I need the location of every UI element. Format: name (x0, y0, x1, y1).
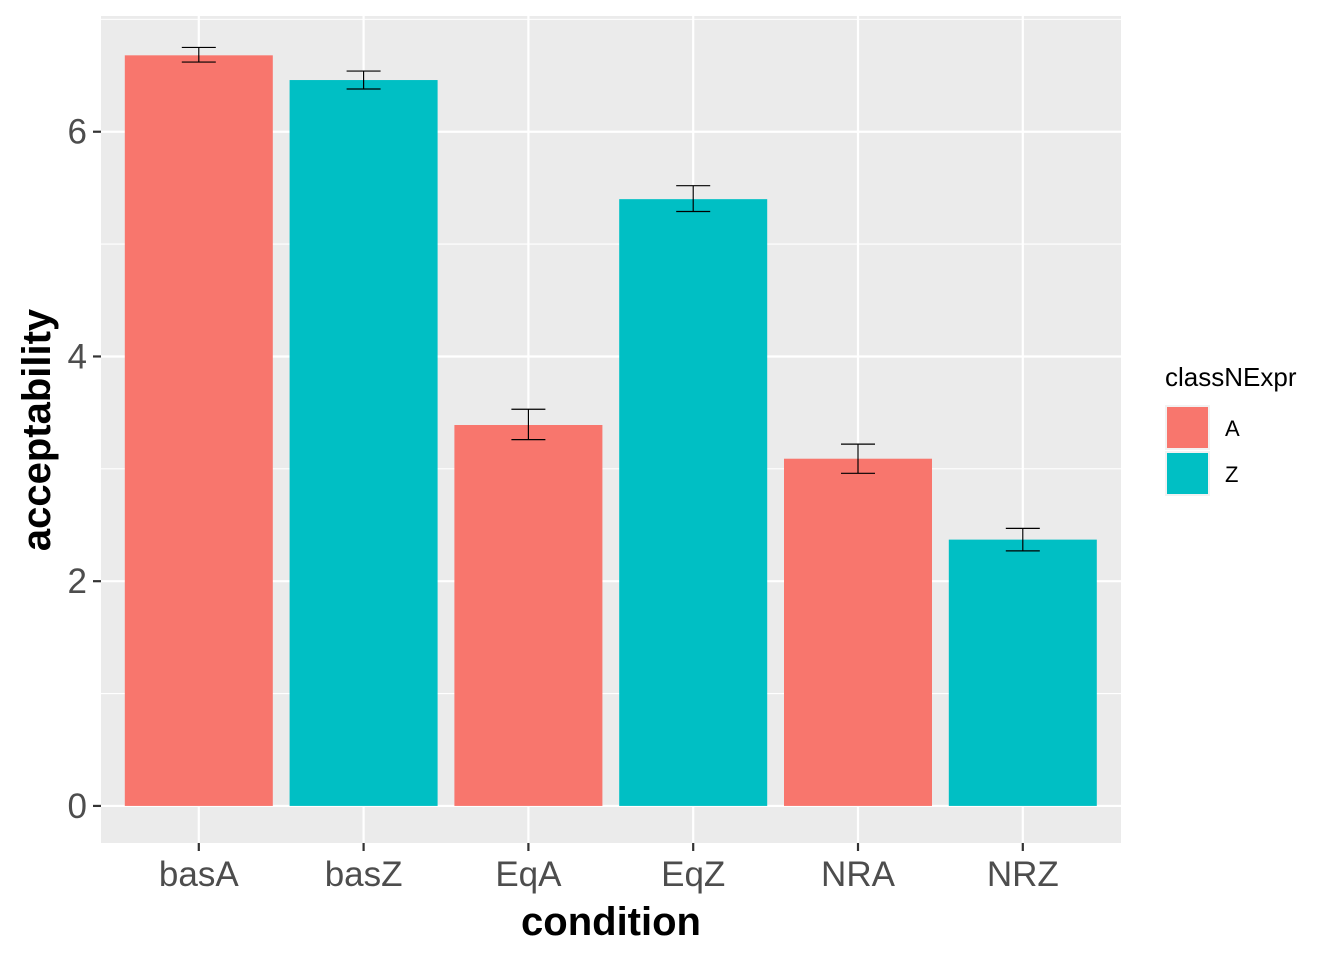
bar-EqA (454, 425, 603, 806)
bar-NRA (784, 458, 932, 806)
x-tick-label-NRA: NRA (821, 855, 896, 894)
legend-label-a: A (1225, 416, 1240, 441)
y-tick-label: 0 (68, 787, 87, 826)
legend-swatch-a (1167, 407, 1208, 448)
x-axis-title: condition (521, 900, 701, 944)
y-axis: 0 2 4 6 (68, 113, 101, 826)
bars (124, 55, 1097, 806)
x-tick-label-EqZ: EqZ (661, 855, 725, 894)
bar-NRZ (948, 539, 1097, 806)
legend: classNExpr A Z (1165, 362, 1297, 496)
x-tick-label-NRZ: NRZ (987, 855, 1059, 894)
y-tick-label: 2 (68, 562, 87, 601)
bar-EqZ (619, 199, 768, 806)
x-axis: basA basZ EqA EqZ NRA NRZ (159, 843, 1059, 894)
bar-basZ (289, 80, 438, 806)
y-tick-label: 4 (68, 337, 87, 376)
y-tick-label: 6 (68, 113, 87, 152)
legend-label-z: Z (1225, 462, 1238, 487)
bar-basA (124, 55, 273, 806)
x-tick-label-basZ: basZ (325, 855, 403, 894)
legend-swatch-z (1167, 453, 1208, 494)
x-tick-label-basA: basA (159, 855, 239, 894)
y-axis-title: acceptability (15, 308, 59, 551)
legend-title: classNExpr (1165, 362, 1297, 392)
error-bars (181, 46, 1040, 552)
x-tick-label-EqA: EqA (495, 855, 562, 894)
